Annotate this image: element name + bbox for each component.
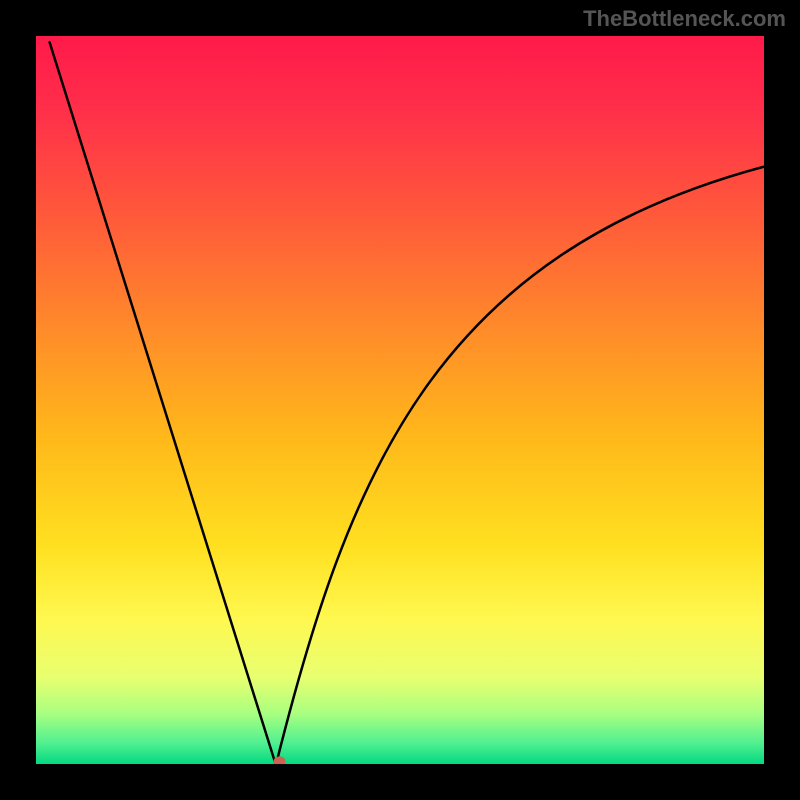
gradient-background [35,35,765,765]
watermark: TheBottleneck.com [583,6,786,32]
plot-svg [35,35,765,765]
plot-area [35,35,765,765]
